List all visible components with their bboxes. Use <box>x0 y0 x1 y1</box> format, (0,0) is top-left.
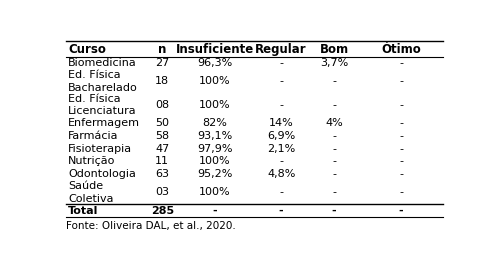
Text: 63: 63 <box>155 169 169 179</box>
Text: 14%: 14% <box>269 118 294 129</box>
Text: -: - <box>331 206 336 216</box>
Text: Ótimo: Ótimo <box>381 42 421 56</box>
Text: -: - <box>332 76 336 86</box>
Text: 4%: 4% <box>325 118 343 129</box>
Text: 95,2%: 95,2% <box>197 169 233 179</box>
Text: 97,9%: 97,9% <box>197 144 233 154</box>
Text: -: - <box>279 206 283 216</box>
Text: -: - <box>399 206 403 216</box>
Text: -: - <box>279 156 283 166</box>
Text: Insuficiente: Insuficiente <box>176 42 254 56</box>
Text: 285: 285 <box>151 206 174 216</box>
Text: -: - <box>332 169 336 179</box>
Text: Nutrição: Nutrição <box>68 156 115 166</box>
Text: 6,9%: 6,9% <box>267 131 295 141</box>
Text: Fisioterapia: Fisioterapia <box>68 144 132 154</box>
Text: -: - <box>399 58 403 68</box>
Text: 100%: 100% <box>199 187 231 197</box>
Text: -: - <box>279 76 283 86</box>
Text: 58: 58 <box>155 131 169 141</box>
Text: -: - <box>399 187 403 197</box>
Text: -: - <box>332 100 336 110</box>
Text: -: - <box>279 58 283 68</box>
Text: -: - <box>279 100 283 110</box>
Text: -: - <box>399 156 403 166</box>
Text: -: - <box>332 156 336 166</box>
Text: -: - <box>399 100 403 110</box>
Text: 47: 47 <box>155 144 169 154</box>
Text: -: - <box>399 76 403 86</box>
Text: Enfermagem: Enfermagem <box>68 118 140 129</box>
Text: n: n <box>158 42 166 56</box>
Text: Fonte: Oliveira DAL, et al., 2020.: Fonte: Oliveira DAL, et al., 2020. <box>66 221 236 231</box>
Text: Total: Total <box>68 206 98 216</box>
Text: 100%: 100% <box>199 100 231 110</box>
Text: 4,8%: 4,8% <box>267 169 295 179</box>
Text: -: - <box>332 187 336 197</box>
Text: 27: 27 <box>155 58 169 68</box>
Text: 82%: 82% <box>203 118 228 129</box>
Text: Saúde
Coletiva: Saúde Coletiva <box>68 181 113 204</box>
Text: Farmácia: Farmácia <box>68 131 118 141</box>
Text: 11: 11 <box>155 156 169 166</box>
Text: -: - <box>399 169 403 179</box>
Text: 18: 18 <box>155 76 169 86</box>
Text: -: - <box>399 131 403 141</box>
Text: 93,1%: 93,1% <box>197 131 233 141</box>
Text: 96,3%: 96,3% <box>197 58 233 68</box>
Text: -: - <box>279 187 283 197</box>
Text: 3,7%: 3,7% <box>320 58 348 68</box>
Text: Regular: Regular <box>255 42 307 56</box>
Text: -: - <box>399 118 403 129</box>
Text: 08: 08 <box>155 100 169 110</box>
Text: 50: 50 <box>155 118 169 129</box>
Text: Odontologia: Odontologia <box>68 169 136 179</box>
Text: Curso: Curso <box>68 42 106 56</box>
Text: Ed. Física
Licenciatura: Ed. Física Licenciatura <box>68 94 137 116</box>
Text: -: - <box>213 206 217 216</box>
Text: -: - <box>399 144 403 154</box>
Text: -: - <box>332 144 336 154</box>
Text: -: - <box>332 131 336 141</box>
Text: Ed. Física
Bacharelado: Ed. Física Bacharelado <box>68 70 138 93</box>
Text: Biomedicina: Biomedicina <box>68 58 137 68</box>
Text: 100%: 100% <box>199 76 231 86</box>
Text: 100%: 100% <box>199 156 231 166</box>
Text: 2,1%: 2,1% <box>267 144 295 154</box>
Text: Bom: Bom <box>320 42 348 56</box>
Text: 03: 03 <box>155 187 169 197</box>
